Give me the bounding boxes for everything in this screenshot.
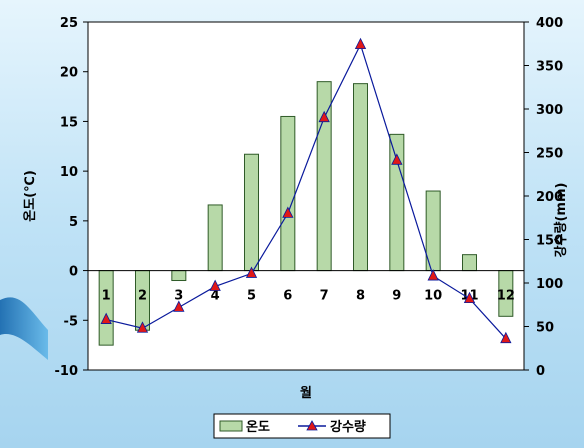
legend-marker-icon bbox=[306, 420, 318, 431]
precipitation-marker bbox=[245, 266, 258, 278]
right-tick-label: 350 bbox=[536, 60, 563, 75]
precipitation-marker bbox=[500, 331, 512, 344]
right-tick-label: 150 bbox=[536, 234, 563, 249]
left-tick-label: 10 bbox=[60, 165, 78, 180]
precipitation-marker bbox=[391, 153, 403, 165]
x-tick-label: 9 bbox=[392, 289, 401, 304]
right-tick-label: 400 bbox=[536, 16, 563, 31]
temperature-bar bbox=[207, 204, 223, 272]
precipitation-series-line bbox=[106, 43, 507, 340]
x-tick-label: 12 bbox=[497, 289, 515, 304]
right-tick-label: 50 bbox=[536, 321, 554, 336]
legend: 온도 강수량 bbox=[213, 413, 391, 439]
x-tick-label: 4 bbox=[211, 289, 220, 304]
left-tick-label: 0 bbox=[69, 265, 78, 280]
precipitation-marker bbox=[427, 269, 439, 281]
precipitation-marker bbox=[173, 300, 185, 312]
x-tick-label: 7 bbox=[320, 289, 329, 304]
right-tick-label: 100 bbox=[536, 277, 563, 292]
x-tick-label: 1 bbox=[102, 289, 111, 304]
temperature-bar bbox=[98, 270, 114, 346]
precipitation-line bbox=[100, 37, 512, 344]
x-tick-label: 8 bbox=[356, 289, 365, 304]
left-axis-title: 온도(℃) bbox=[23, 170, 38, 222]
right-tick-label: 300 bbox=[536, 103, 563, 118]
precipitation-marker bbox=[136, 321, 149, 333]
temperature-bar bbox=[244, 153, 259, 272]
x-tick-label: 2 bbox=[138, 289, 147, 304]
precipitation-marker bbox=[100, 312, 112, 324]
left-tick-label: -10 bbox=[55, 364, 79, 379]
left-tick-label: 25 bbox=[60, 16, 78, 31]
plot-area bbox=[87, 21, 525, 371]
x-tick-label: 10 bbox=[424, 289, 442, 304]
right-tick-label: 200 bbox=[536, 190, 563, 205]
x-tick-labels: 123456789101112 bbox=[102, 289, 515, 304]
x-tick-label: 5 bbox=[247, 289, 256, 304]
precipitation-marker bbox=[209, 279, 221, 291]
temperature-bar bbox=[280, 115, 296, 272]
x-axis-title: 월 bbox=[300, 385, 312, 401]
legend-label-temperature: 온도 bbox=[246, 420, 270, 435]
precipitation-marker bbox=[354, 37, 367, 50]
temperature-bar bbox=[353, 83, 368, 272]
legend-label-precipitation: 강수량 bbox=[330, 419, 366, 435]
right-y-ticks: 400 350 300 250 200 150 100 50 0 bbox=[524, 16, 563, 379]
precipitation-marker bbox=[463, 291, 476, 304]
right-tick-label: 250 bbox=[536, 147, 563, 162]
right-tick-label: 0 bbox=[536, 364, 545, 379]
left-tick-label: 5 bbox=[69, 215, 78, 230]
right-axis-title: 강수량(mm) bbox=[553, 183, 569, 258]
legend-bar-swatch bbox=[219, 420, 243, 432]
left-tick-label: 20 bbox=[60, 66, 78, 81]
precipitation-marker bbox=[282, 206, 294, 218]
temperature-bar bbox=[462, 254, 477, 272]
precipitation-marker bbox=[318, 110, 330, 123]
temperature-bar bbox=[171, 270, 187, 282]
left-y-ticks: 25 20 15 10 5 0 -5 -10 bbox=[55, 16, 88, 379]
left-tick-label: 15 bbox=[60, 115, 78, 130]
x-tick-label: 6 bbox=[283, 289, 292, 304]
x-tick-label: 3 bbox=[174, 289, 183, 304]
left-tick-label: -5 bbox=[64, 314, 78, 329]
temperature-bars bbox=[98, 81, 514, 346]
temperature-bar bbox=[316, 81, 332, 272]
